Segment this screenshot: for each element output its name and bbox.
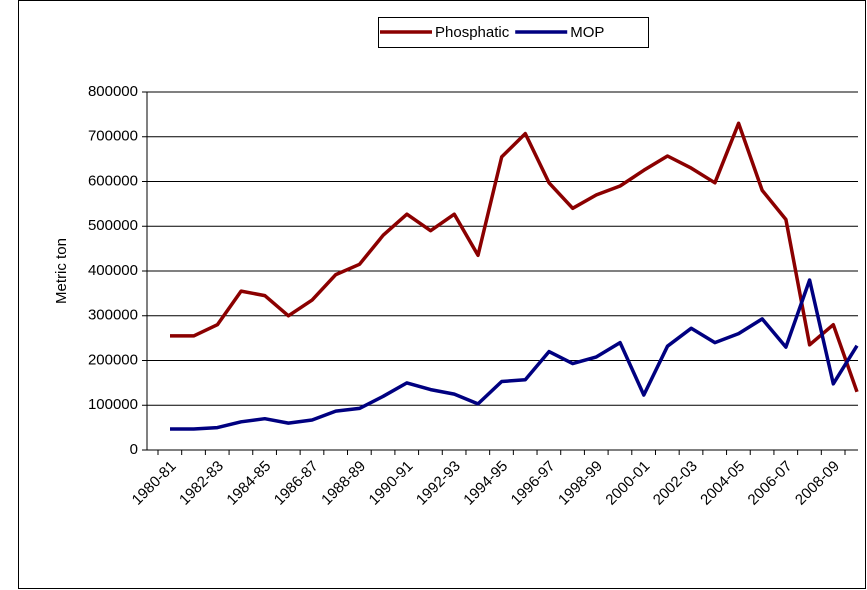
legend-box — [378, 17, 649, 48]
y-tick-label: 400000 — [88, 262, 138, 279]
legend-label: Phosphatic — [435, 24, 510, 41]
series-line — [170, 278, 859, 431]
y-tick-label: 0 — [130, 441, 138, 458]
y-tick-label: 100000 — [88, 396, 138, 413]
y-tick-label: 700000 — [88, 128, 138, 145]
y-tick-label: 300000 — [88, 307, 138, 324]
y-tick-label: 800000 — [88, 83, 138, 100]
y-tick-label: 500000 — [88, 217, 138, 234]
legend-label: MOP — [570, 24, 604, 41]
y-axis-label: Metric ton — [53, 238, 70, 304]
y-tick-label: 200000 — [88, 351, 138, 368]
y-tick-label: 600000 — [88, 172, 138, 189]
chart-frame — [18, 0, 866, 589]
series-line — [170, 121, 859, 393]
